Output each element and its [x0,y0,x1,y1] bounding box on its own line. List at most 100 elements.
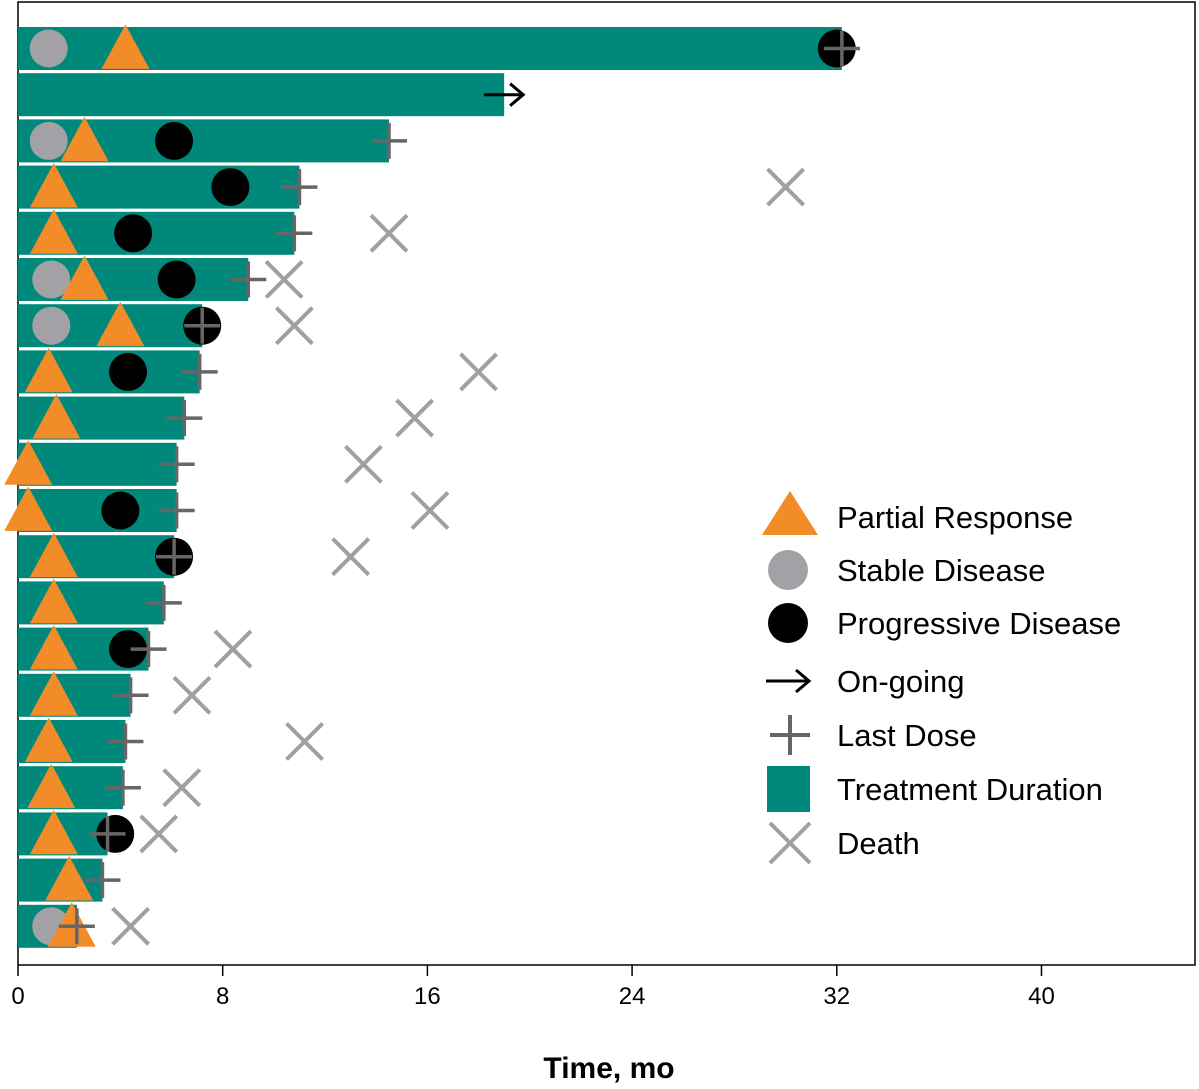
legend-pd-icon [768,603,808,643]
stable-disease-marker [32,260,71,299]
legend-label: Last Dose [837,718,977,753]
x-tick-label: 24 [619,983,646,1010]
death-marker [285,722,324,761]
patient-row [29,578,182,624]
partial-response-marker [27,763,76,809]
death-stroke-2 [139,814,179,854]
patient-row [29,671,212,716]
death-stroke-2 [264,260,304,299]
patient-row [4,486,450,531]
progressive-disease-marker [109,352,148,391]
patient-row [29,809,179,855]
last-dose-marker [84,862,121,899]
death-marker [410,491,450,530]
progressive-disease-marker [109,630,148,669]
death-marker [162,768,202,808]
legend-item-lastdose: Last Dose [770,715,977,755]
partial-response-marker [29,532,78,578]
patient-row [45,856,121,901]
death-marker [331,537,371,577]
ongoing-head [509,82,526,107]
x-tick-label: 40 [1028,983,1055,1010]
last-dose-marker [230,261,267,298]
death-stroke-2 [395,398,435,438]
death-marker [369,213,409,253]
legend-item-pd: Progressive Disease [768,603,1121,643]
x-tick-label: 32 [823,983,850,1010]
patient-row [32,394,435,439]
x-axis-title: Time, mo [543,1052,674,1085]
death-marker [111,906,150,946]
last-dose-marker [89,815,126,852]
death-marker [264,260,304,299]
last-dose-marker [104,769,141,806]
legend-label: Death [837,826,920,861]
death-marker [274,306,314,346]
partial-response-marker [101,24,150,69]
partial-response-marker [4,440,53,485]
last-dose-marker [107,723,144,760]
legend-label: Treatment Duration [837,772,1103,807]
ongoing-arrow [484,82,526,107]
death-stroke-2 [459,352,498,392]
patient-row [484,82,526,107]
death-stroke-2 [766,167,806,207]
partial-response-marker [29,809,78,855]
x-tick-label: 8 [216,983,229,1010]
last-dose-marker [58,908,95,945]
legend-label: Stable Disease [837,553,1046,588]
treatment-bars [18,27,842,948]
last-dose-marker [281,169,318,206]
death-marker [344,444,383,484]
partial-response-marker [24,347,73,393]
last-dose-marker [371,122,408,159]
patient-row [32,301,314,347]
legend-label: Progressive Disease [837,606,1121,641]
legend-item-treatment: Treatment Duration [767,766,1103,812]
death-stroke-2 [285,722,324,761]
last-dose-marker [166,400,203,437]
partial-response-marker [32,394,81,439]
patient-row [32,255,304,300]
x-tick-label: 16 [414,983,441,1010]
last-dose-marker [156,538,193,575]
death-stroke-2 [213,629,253,669]
patient-row [29,532,371,578]
stable-disease-marker [29,121,68,160]
patient-row [29,24,860,69]
last-dose-marker [181,353,218,390]
legend-pr-icon [762,491,818,535]
legend-label: Partial Response [837,500,1073,535]
progressive-disease-marker [157,260,196,299]
last-dose-marker [823,30,860,67]
death-stroke-2 [274,306,314,346]
patient-row [24,347,498,393]
legend-ongoing-head [795,668,812,694]
progressive-disease-marker [155,121,194,160]
death-marker [395,398,435,438]
patient-row [29,625,253,670]
death-stroke-2 [111,906,150,946]
progressive-disease-marker [211,168,250,207]
death-stroke-2 [162,768,202,808]
partial-response-marker [29,671,78,716]
partial-response-marker [29,578,78,624]
legend: Partial Response Stable Disease Progressiv… [762,491,1121,865]
death-stroke-2 [369,213,409,253]
legend-sd-icon [768,550,808,590]
legend-death-2 [768,821,812,865]
patient-row [29,163,806,208]
partial-response-marker [4,486,53,531]
last-dose-marker [112,677,149,714]
last-dose-marker [184,307,221,344]
partial-response-marker [96,301,145,347]
x-tick-label: 0 [11,983,24,1010]
treatment-bar [18,73,505,117]
death-marker [172,675,212,715]
stable-disease-marker [29,29,68,68]
patient-row [27,763,202,809]
partial-response-marker [45,856,94,901]
death-marker [766,167,806,207]
death-stroke-2 [410,491,450,530]
